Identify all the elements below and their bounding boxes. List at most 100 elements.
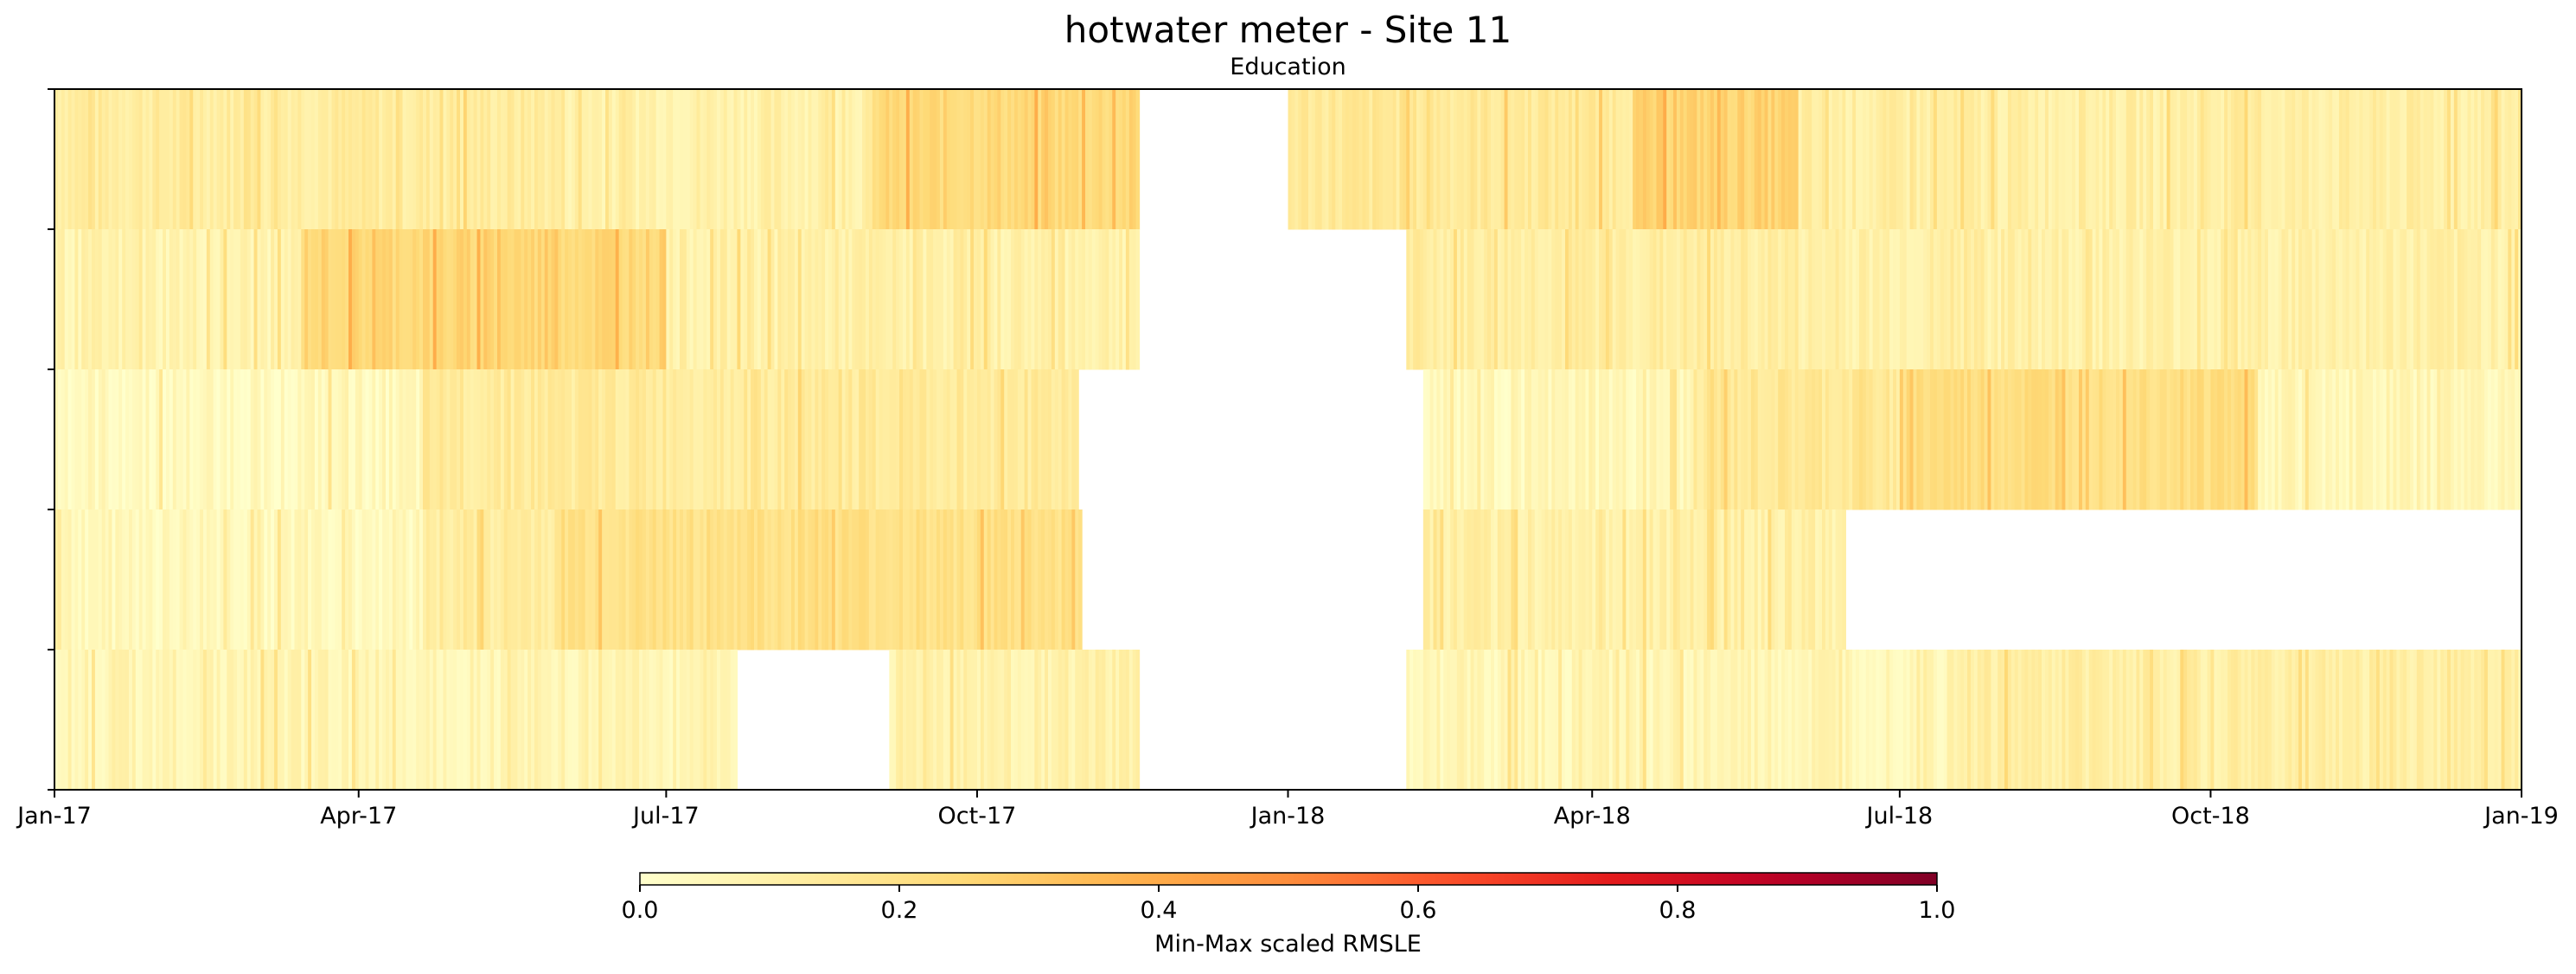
heatmap-cell	[1856, 229, 1860, 370]
heatmap-cell	[1831, 650, 1837, 791]
heatmap-cell	[1413, 650, 1417, 791]
heatmap-cell	[1064, 509, 1070, 650]
heatmap-cell	[264, 89, 268, 230]
heatmap-cell	[2355, 369, 2361, 510]
heatmap-cell	[757, 229, 762, 370]
heatmap-cell	[1785, 89, 1789, 230]
heatmap-cell	[521, 650, 525, 791]
heatmap-cell	[2444, 229, 2448, 370]
heatmap-cell	[2292, 89, 2296, 230]
heatmap-cell	[868, 229, 873, 370]
heatmap-cell	[1741, 89, 1745, 230]
heatmap-cell	[912, 509, 917, 650]
heatmap-cell	[1987, 369, 1992, 510]
heatmap-cell	[974, 369, 978, 510]
heatmap-cell	[2366, 650, 2370, 791]
heatmap-cell	[1024, 229, 1029, 370]
heatmap-cell	[733, 229, 738, 370]
heatmap-cell	[361, 650, 367, 791]
heatmap-cell	[682, 89, 687, 230]
heatmap-cell	[1893, 229, 1897, 370]
heatmap-cell	[1933, 369, 1938, 510]
heatmap-cell	[949, 509, 955, 650]
heatmap-cell	[784, 89, 789, 230]
heatmap-cell	[510, 509, 515, 650]
heatmap-cell	[2271, 89, 2276, 230]
heatmap-cell	[2102, 89, 2106, 230]
heatmap-cell	[118, 229, 123, 370]
heatmap-cell	[733, 369, 738, 510]
heatmap-cell	[885, 369, 890, 510]
heatmap-cell	[916, 650, 921, 791]
heatmap-cell	[250, 509, 255, 650]
heatmap-cell	[1835, 369, 1840, 510]
heatmap-cell	[571, 229, 576, 370]
heatmap-cell	[2166, 229, 2171, 370]
heatmap-cell	[598, 509, 603, 650]
heatmap-cell	[1578, 509, 1583, 650]
heatmap-cell	[983, 509, 988, 650]
heatmap-cell	[1605, 650, 1610, 791]
heatmap-cell	[1122, 89, 1127, 230]
heatmap-cell	[1497, 229, 1502, 370]
heatmap-cell	[1109, 650, 1113, 791]
heatmap-cell	[1562, 369, 1566, 510]
heatmap-cell	[2352, 369, 2357, 510]
heatmap-cell	[2460, 369, 2465, 510]
heatmap-cell	[1027, 650, 1032, 791]
heatmap-cell	[2352, 89, 2357, 230]
heatmap-cell	[1007, 89, 1012, 230]
heatmap-cell	[990, 369, 995, 510]
heatmap-cell	[480, 369, 484, 510]
heatmap-cell	[1109, 89, 1113, 230]
heatmap-cell	[457, 369, 461, 510]
heatmap-cell	[662, 229, 667, 370]
heatmap-cell	[936, 369, 941, 510]
heatmap-cell	[1825, 509, 1830, 650]
heatmap-cell	[2453, 89, 2458, 230]
heatmap-cell	[1551, 229, 1556, 370]
heatmap-cell	[365, 650, 370, 791]
heatmap-cell	[304, 89, 309, 230]
heatmap-cell	[1601, 369, 1607, 510]
heatmap-cell	[2471, 369, 2475, 510]
heatmap-cell	[1091, 650, 1096, 791]
heatmap-cell	[118, 509, 123, 650]
heatmap-cell	[2407, 89, 2411, 230]
heatmap-cell	[1082, 650, 1086, 791]
heatmap-cell	[879, 229, 884, 370]
heatmap-cell	[1507, 369, 1512, 510]
heatmap-cell	[2264, 369, 2269, 510]
heatmap-cell	[2487, 89, 2492, 230]
heatmap-cell	[2007, 89, 2012, 230]
heatmap-cell	[2214, 650, 2218, 791]
heatmap-cell	[271, 650, 275, 791]
heatmap-cell	[713, 369, 718, 510]
heatmap-cell	[476, 509, 482, 650]
heatmap-cell	[902, 89, 907, 230]
heatmap-cell	[1964, 369, 1968, 510]
heatmap-cell	[1727, 89, 1732, 230]
heatmap-cell	[1061, 369, 1066, 510]
heatmap-cell	[348, 509, 353, 650]
heatmap-cell	[1045, 369, 1049, 510]
heatmap-cell	[2267, 229, 2272, 370]
heatmap-cell	[855, 89, 860, 230]
heatmap-cell	[209, 89, 214, 230]
heatmap-cell	[2044, 650, 2049, 791]
heatmap-cell	[1507, 650, 1512, 791]
heatmap-cell	[1720, 509, 1725, 650]
heatmap-cell	[872, 369, 877, 510]
x-tick-label: Jan-17	[16, 803, 92, 830]
heatmap-cell	[372, 509, 376, 650]
heatmap-cell	[487, 650, 491, 791]
heatmap-cell	[706, 229, 711, 370]
heatmap-cell	[1555, 369, 1559, 510]
heatmap-cell	[949, 89, 955, 230]
heatmap-cell	[2267, 369, 2272, 510]
heatmap-cell	[1757, 650, 1762, 791]
heatmap-cell	[905, 650, 911, 791]
heatmap-cell	[1578, 650, 1583, 791]
heatmap-cell	[2494, 650, 2499, 791]
heatmap-cell	[774, 369, 778, 510]
